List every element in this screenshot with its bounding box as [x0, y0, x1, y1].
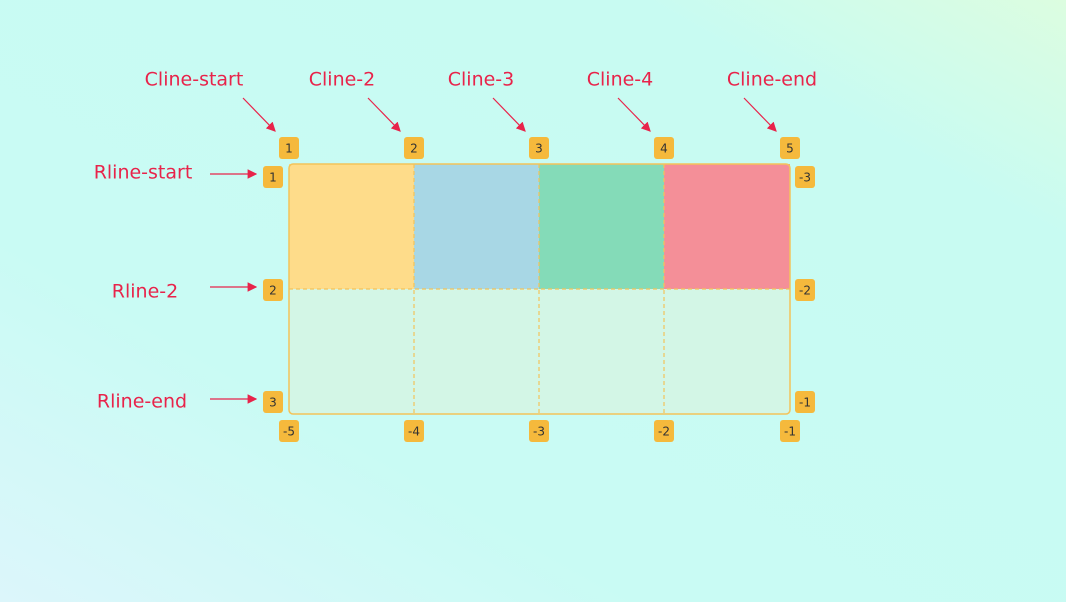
badge-box: [654, 137, 674, 159]
line-badge: -3: [529, 420, 549, 442]
line-badge: -2: [654, 420, 674, 442]
line-badge: 5: [780, 137, 800, 159]
line-badge: -5: [279, 420, 299, 442]
badge-number: 1: [269, 171, 277, 185]
badge-number: -1: [784, 425, 796, 439]
badge-number: 5: [786, 142, 794, 156]
badge-box: [529, 137, 549, 159]
arrow: [367, 97, 401, 132]
arrow: [743, 97, 777, 132]
column-line-name: Cline-end: [727, 69, 817, 91]
arrow: [242, 97, 276, 132]
column-line-name: Cline-4: [587, 69, 654, 91]
row-line-name: Rline-start: [94, 162, 193, 184]
line-badge: 1: [263, 166, 283, 188]
line-badge: -4: [404, 420, 424, 442]
line-badge: 3: [263, 391, 283, 413]
column-line-name: Cline-2: [309, 69, 376, 91]
line-badge: 4: [654, 137, 674, 159]
cell: [664, 164, 790, 289]
badge-box: [263, 391, 283, 413]
badge-number: 3: [535, 142, 543, 156]
badge-number: -5: [283, 425, 295, 439]
line-badge: 3: [529, 137, 549, 159]
badge-box: [404, 420, 424, 442]
badge-number: -3: [799, 171, 811, 185]
badge-box: [529, 420, 549, 442]
line-badge: 2: [404, 137, 424, 159]
grid: [288, 163, 791, 415]
badge-box: [279, 137, 299, 159]
cell-row: [289, 289, 790, 414]
badge-box: [795, 391, 815, 413]
cell: [539, 164, 664, 289]
badge-box: [654, 420, 674, 442]
badge-box: [263, 279, 283, 301]
badge-box: [795, 279, 815, 301]
row-line-name: Rline-end: [97, 391, 187, 413]
badge-number: -1: [799, 396, 811, 410]
badge-box: [263, 166, 283, 188]
badge-box: [279, 420, 299, 442]
badge-number: -4: [408, 425, 420, 439]
arrow: [617, 97, 651, 132]
column-line-name: Cline-start: [145, 69, 244, 91]
line-badge: -1: [780, 420, 800, 442]
badge-number: -2: [658, 425, 670, 439]
grid-border: [288, 163, 791, 415]
badge-number: 2: [269, 284, 277, 298]
row-line-name: Rline-2: [112, 281, 178, 303]
badge-number: 2: [410, 142, 418, 156]
badge-number: 3: [269, 396, 277, 410]
badge-number: 4: [660, 142, 668, 156]
column-line-name: Cline-3: [448, 69, 515, 91]
cell: [289, 164, 414, 289]
badge-number: -2: [799, 284, 811, 298]
line-badge: -3: [795, 166, 815, 188]
badge-box: [780, 420, 800, 442]
badge-box: [780, 137, 800, 159]
arrow: [492, 97, 526, 132]
badge-box: [404, 137, 424, 159]
line-badge: -2: [795, 279, 815, 301]
cell: [414, 164, 539, 289]
badge-box: [795, 166, 815, 188]
line-badge: -1: [795, 391, 815, 413]
line-badge: 2: [263, 279, 283, 301]
line-badge: 1: [279, 137, 299, 159]
badge-number: 1: [285, 142, 293, 156]
badge-number: -3: [533, 425, 545, 439]
